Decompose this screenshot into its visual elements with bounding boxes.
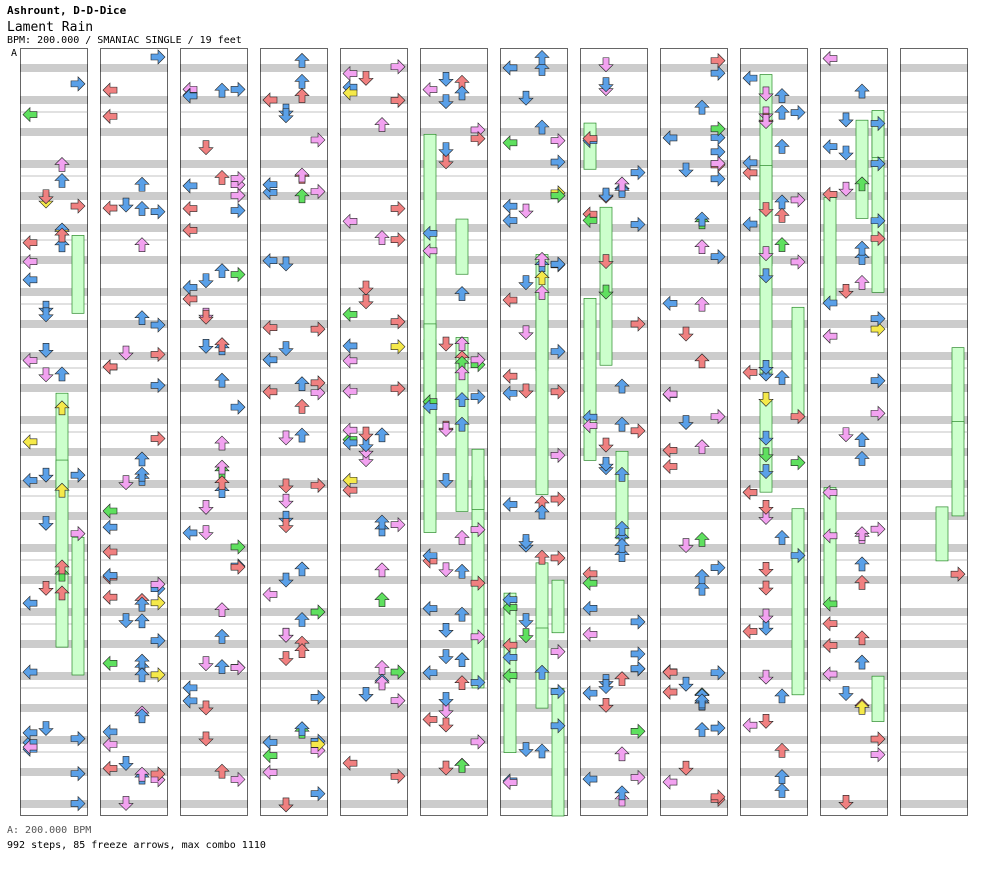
measure-column — [900, 48, 968, 816]
bpm-marker-label: A — [11, 48, 18, 59]
bpm-legend: A: 200.000 BPM — [7, 825, 92, 836]
measure-column — [100, 48, 168, 816]
measure-column — [180, 48, 248, 816]
chart-info: BPM: 200.000 / SMANIAC SINGLE / 19 feet — [7, 35, 242, 46]
measure-column — [660, 48, 728, 816]
measure-column — [340, 48, 408, 816]
measure-column — [580, 48, 648, 816]
measure-column — [500, 48, 568, 817]
measure-column — [20, 48, 88, 816]
measure-column — [820, 48, 888, 816]
measure-column — [740, 48, 808, 816]
chart-stats: 992 steps, 85 freeze arrows, max combo 1… — [7, 840, 266, 851]
measure-column — [260, 48, 328, 816]
song-title: Lament Rain — [7, 20, 94, 35]
song-artist: Ashrount, D-D-Dice — [7, 4, 127, 17]
measure-column — [420, 48, 488, 816]
